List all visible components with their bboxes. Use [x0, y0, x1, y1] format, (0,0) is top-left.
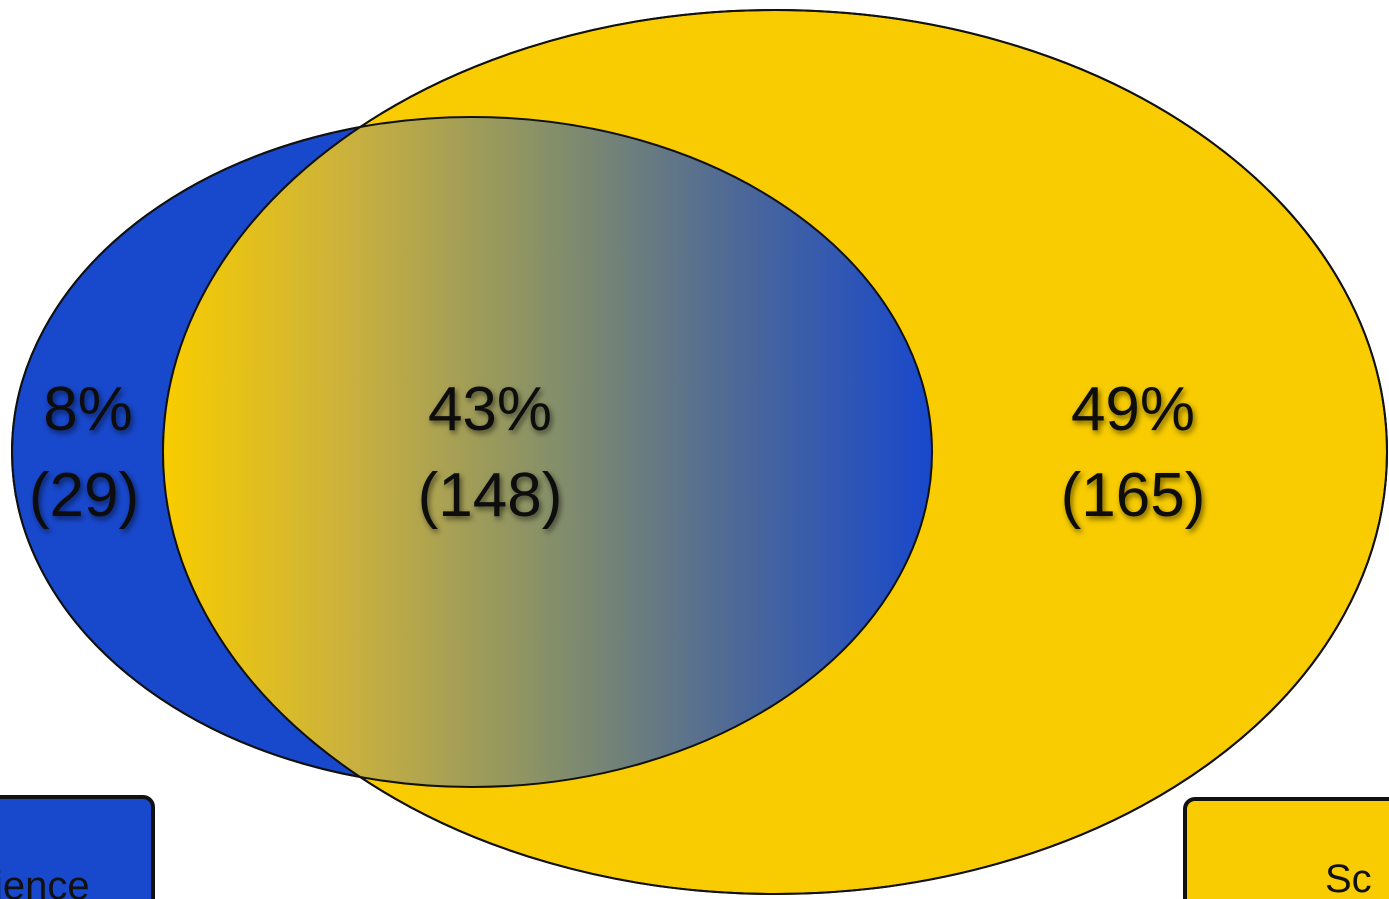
legend-set-b: Sc [1183, 797, 1389, 899]
a-only-count: (29) [29, 461, 139, 530]
overlap-count: (148) [418, 461, 563, 530]
overlap-percent: 43% [428, 375, 552, 444]
legend-set-a: ience [0, 795, 155, 899]
b-only-count: (165) [1061, 461, 1206, 530]
b-only-percent: 49% [1071, 375, 1195, 444]
legend-set-b-label: Sc [1325, 857, 1372, 899]
overlap-region [163, 117, 932, 787]
legend-set-a-label: ience [0, 864, 90, 899]
a-only-percent: 8% [43, 375, 133, 444]
